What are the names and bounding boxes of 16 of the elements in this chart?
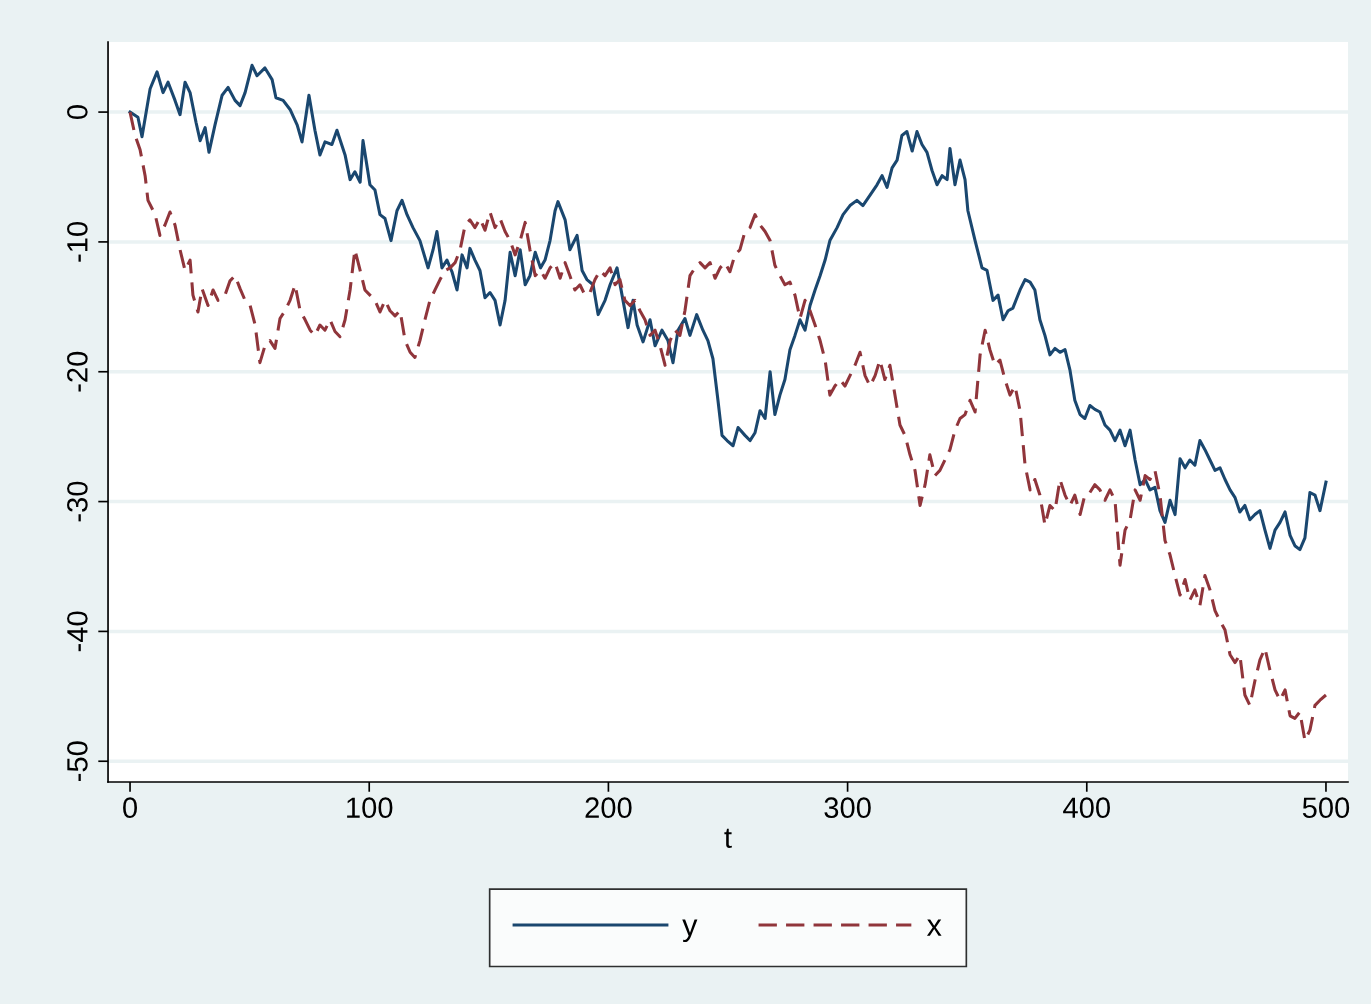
y-tick-label: 0 xyxy=(67,105,88,120)
x-tick-label: 300 xyxy=(824,797,871,819)
y-tick-label: -10 xyxy=(67,221,88,262)
legend-label: y xyxy=(682,919,698,943)
x-tick-label: 500 xyxy=(1302,797,1350,819)
legend-label: x xyxy=(926,919,942,936)
line-series xyxy=(128,63,1328,552)
y-tick-label: -40 xyxy=(67,611,88,652)
y-tick-label: -50 xyxy=(67,741,88,782)
y-tick-label: -30 xyxy=(67,481,88,522)
x-tick-label: 200 xyxy=(585,797,632,819)
x-tick-label: 100 xyxy=(347,797,393,819)
x-tick-label: 400 xyxy=(1063,797,1110,819)
x-tick-label: 0 xyxy=(123,797,138,819)
y-tick-label: -20 xyxy=(67,351,88,392)
x-axis-title: t xyxy=(724,828,732,848)
